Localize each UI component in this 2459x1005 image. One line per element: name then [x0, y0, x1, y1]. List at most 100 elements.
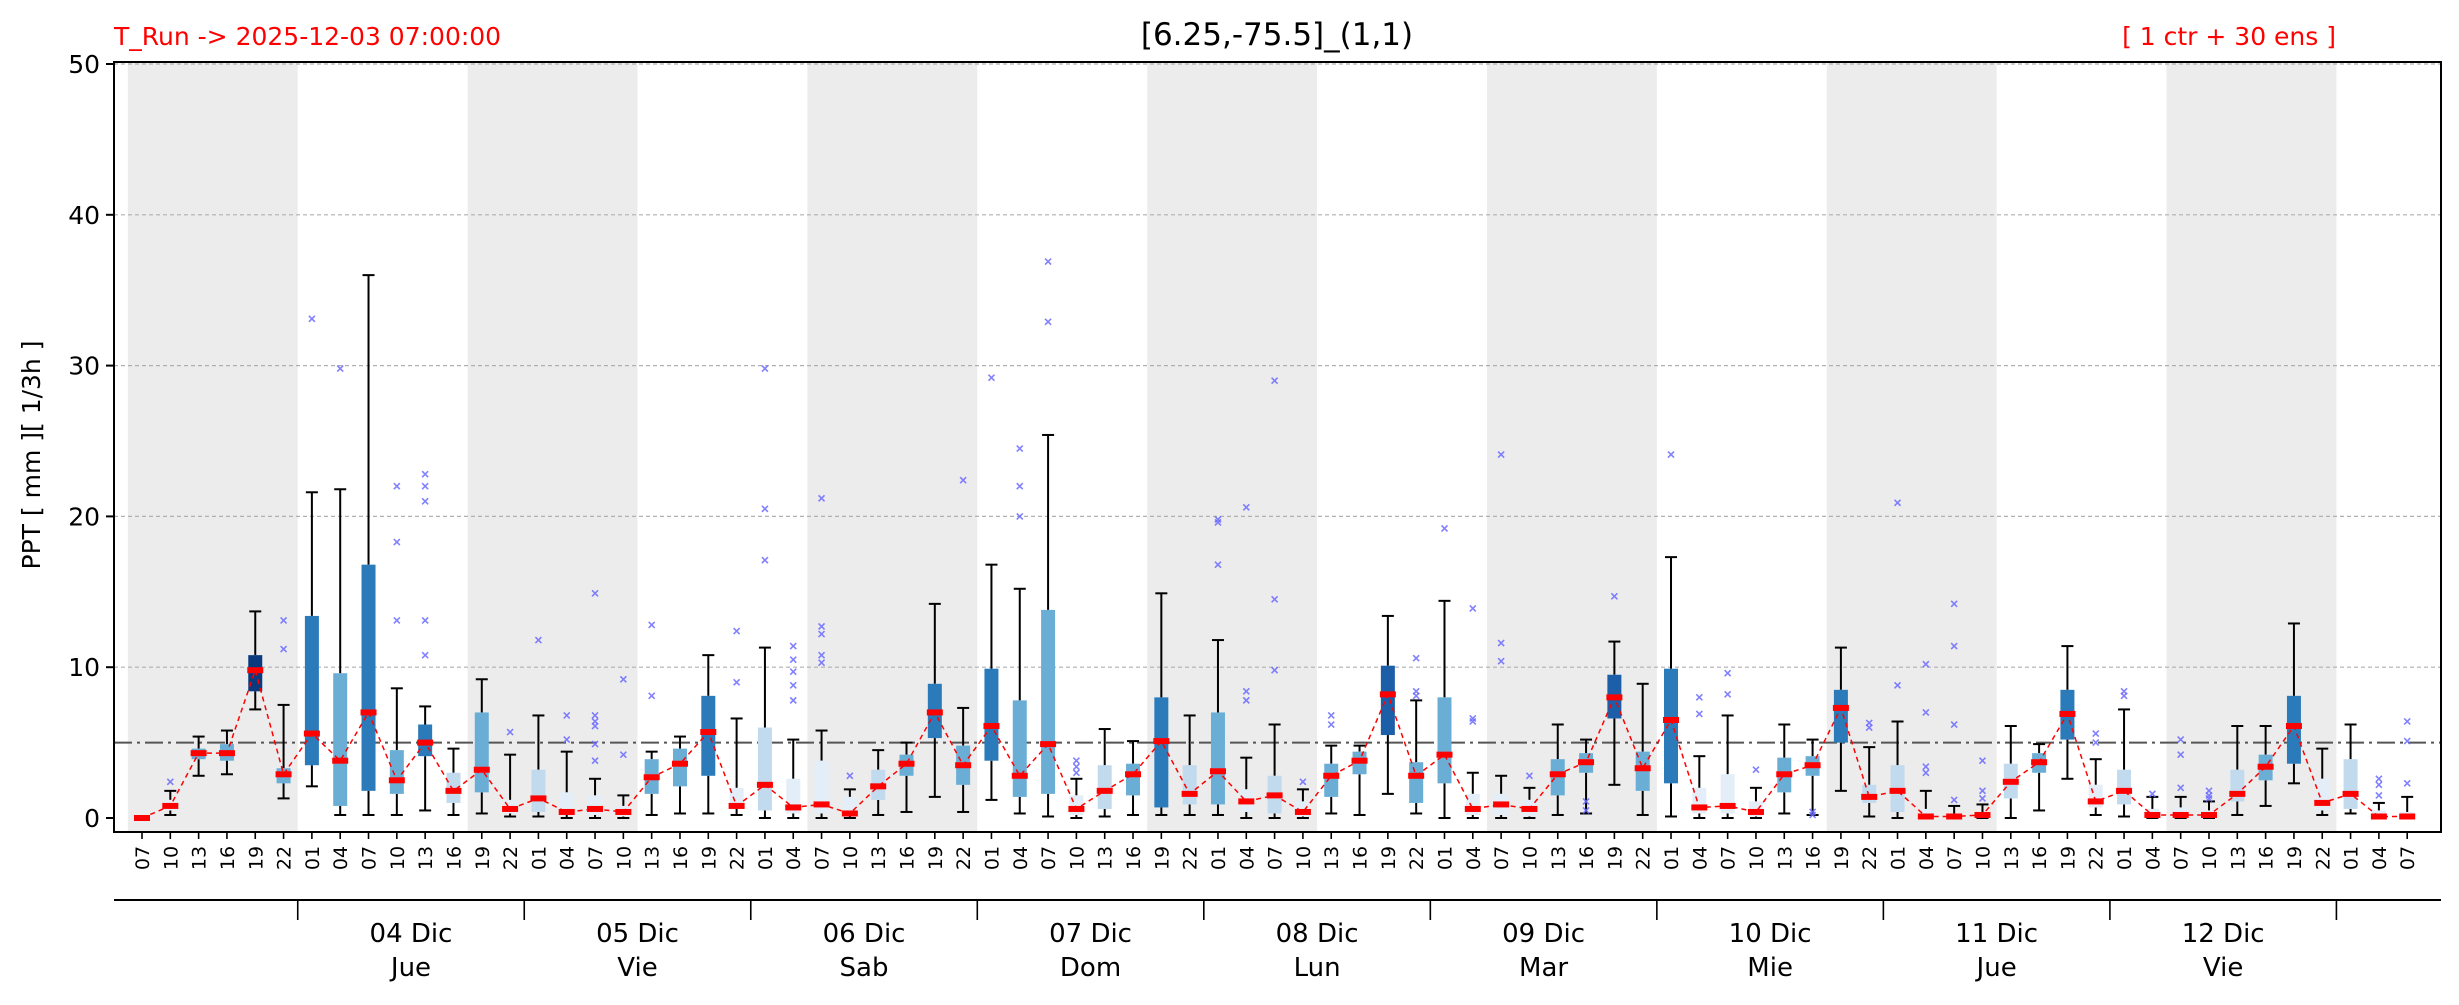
outlier-64-2 [1950, 642, 1958, 650]
median-marker-41 [1294, 808, 1311, 815]
median-marker-6 [303, 730, 320, 737]
outlier-7-0 [336, 365, 344, 373]
outlier-46-0 [1440, 524, 1449, 533]
outlier-24-3 [817, 622, 826, 631]
outlier-48-1 [1497, 639, 1505, 647]
box-34 [1097, 765, 1112, 809]
x-tick-label-42: 13 [1321, 846, 1343, 870]
box-7 [333, 673, 348, 806]
outlier-63-0 [1922, 769, 1930, 777]
outlier-24-4 [817, 494, 826, 502]
day-shade-5 [1826, 62, 1997, 832]
outlier-72-1 [2177, 751, 2185, 759]
x-tick-label-41: 10 [1293, 846, 1315, 870]
outlier-64-3 [1950, 600, 1958, 608]
outlier-21-0 [733, 678, 741, 686]
outlier-42-1 [1327, 711, 1335, 720]
y-tick-label-3: 30 [68, 352, 100, 381]
x-tick-label-69: 22 [2086, 846, 2108, 870]
outlier-62-1 [1893, 499, 1902, 507]
median-marker-20 [700, 729, 717, 736]
outlier-72-0 [2177, 784, 2185, 792]
outlier-18-0 [648, 692, 656, 700]
outlier-63-3 [1922, 660, 1930, 668]
outlier-14-0 [534, 636, 542, 644]
median-marker-14 [530, 795, 547, 802]
box-11 [446, 772, 461, 803]
median-marker-32 [1040, 741, 1057, 748]
outlier-17-1 [619, 675, 627, 683]
outlier-16-4 [591, 711, 599, 720]
x-tick-label-72: 07 [2171, 846, 2193, 870]
outlier-24-1 [817, 651, 826, 659]
day-shade-3 [1147, 62, 1318, 832]
x-tick-label-4: 19 [245, 846, 267, 870]
outlier-80-2 [2403, 717, 2411, 726]
x-tick-label-49: 10 [1519, 846, 1541, 870]
x-tick-label-17: 10 [613, 846, 635, 870]
day-weekday-1: Vie [617, 953, 657, 983]
outlier-23-1 [789, 681, 797, 689]
outlier-79-0 [2375, 791, 2383, 799]
y-tick-label-5: 50 [68, 50, 100, 79]
median-marker-54 [1663, 716, 1680, 723]
box-24 [814, 760, 829, 814]
x-tick-label-68: 19 [2057, 846, 2079, 870]
x-tick-label-65: 10 [1972, 846, 1994, 870]
median-marker-31 [1011, 772, 1028, 779]
outlier-51-0 [1582, 806, 1590, 815]
outlier-10-4 [421, 470, 429, 478]
median-series [134, 667, 2416, 821]
y-tick-label-2: 20 [68, 502, 100, 531]
x-tick-label-57: 10 [1746, 846, 1768, 870]
median-marker-48 [1493, 801, 1510, 808]
median-marker-16 [587, 805, 604, 812]
outlier-38-2 [1214, 515, 1222, 523]
box-22 [757, 727, 772, 811]
median-marker-68 [2059, 710, 2076, 717]
x-tick-label-21: 22 [727, 846, 749, 870]
x-tick-label-19: 16 [670, 846, 692, 870]
outlier-55-1 [1695, 693, 1703, 701]
y-axis-label: PPT [ mm ][ 1/3h ] [17, 341, 46, 570]
box-16 [588, 795, 603, 815]
median-marker-1 [162, 802, 179, 809]
outlier-54-0 [1667, 451, 1675, 459]
outlier-39-1 [1242, 687, 1250, 695]
outlier-24-2 [817, 630, 826, 638]
median-marker-9 [388, 777, 405, 784]
x-tick-label-64: 07 [1944, 846, 1966, 870]
x-tick-label-44: 19 [1378, 846, 1400, 870]
median-marker-15 [558, 808, 575, 815]
x-tick-label-62: 01 [1888, 846, 1910, 870]
outlier-32-1 [1044, 257, 1052, 266]
day-date-3: 07 Dic [1049, 919, 1132, 949]
x-tick-label-14: 01 [528, 846, 550, 870]
x-tick-label-26: 13 [868, 846, 890, 870]
outlier-70-1 [2120, 687, 2128, 695]
day-date-8: 12 Dic [2182, 919, 2265, 949]
outlier-71-0 [2148, 790, 2156, 798]
outlier-57-0 [1752, 766, 1760, 774]
median-marker-2 [190, 750, 207, 757]
outlier-5-1 [280, 616, 288, 625]
x-tick-label-78: 01 [2341, 846, 2363, 870]
x-tick-label-80: 07 [2397, 846, 2419, 870]
median-marker-71 [2144, 811, 2161, 818]
outlier-65-1 [1978, 787, 1987, 795]
day-date-2: 06 Dic [823, 919, 906, 949]
box-31 [1012, 700, 1027, 797]
day-weekday-6: Mie [1747, 953, 1793, 983]
median-marker-80 [2399, 813, 2416, 820]
outlier-16-3 [591, 717, 599, 726]
y-tick-label-4: 40 [68, 201, 100, 230]
x-tick-label-76: 19 [2284, 846, 2306, 870]
median-marker-13 [502, 805, 519, 812]
day-date-5: 09 Dic [1502, 919, 1585, 949]
median-marker-40 [1266, 792, 1283, 799]
box-30 [984, 668, 999, 761]
outlier-79-2 [2375, 775, 2383, 783]
median-marker-62 [1889, 787, 1906, 794]
x-tick-label-48: 07 [1491, 846, 1513, 870]
ensemble-label: [ 1 ctr + 30 ens ] [2122, 22, 2336, 51]
